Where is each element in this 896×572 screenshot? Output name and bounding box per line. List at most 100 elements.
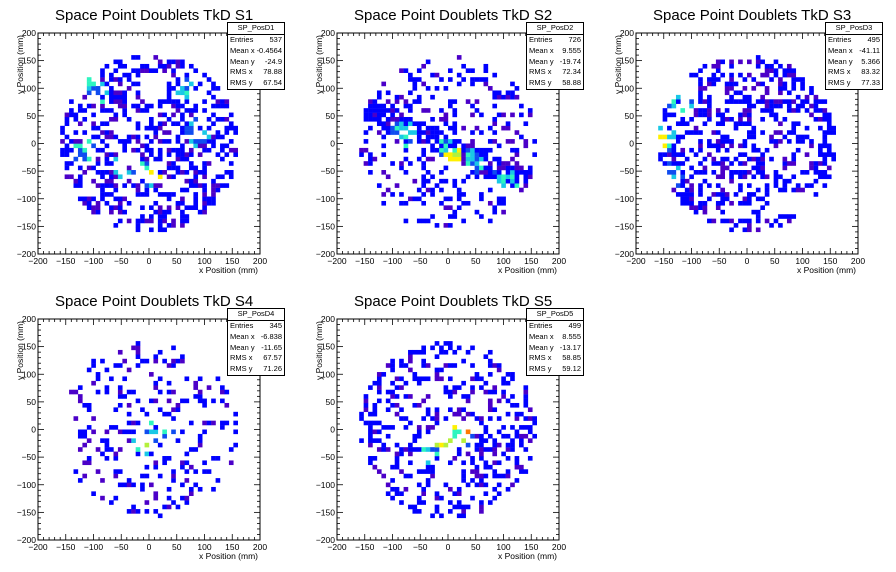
heatmap-cell — [153, 209, 159, 215]
heatmap-cell — [487, 500, 493, 505]
heatmap-cell — [443, 385, 449, 390]
heatmap-cell — [671, 112, 677, 118]
heatmap-cell — [77, 121, 83, 127]
heatmap-cell — [193, 178, 199, 184]
heatmap-cell — [693, 170, 699, 175]
heatmap-cell — [394, 411, 400, 417]
heatmap-cell — [452, 214, 458, 219]
heatmap-cell — [180, 90, 185, 96]
heatmap-cell — [434, 407, 440, 413]
stats-key: RMS y — [828, 78, 851, 88]
heatmap-cell — [456, 147, 462, 153]
stats-box: SP_PosD1 Entries 537 Mean x -0.4564 Mean y -24… — [227, 22, 285, 90]
heatmap-cell — [809, 86, 814, 91]
heatmap-cell — [233, 420, 238, 426]
heatmap-cell — [474, 416, 480, 421]
heatmap-cell — [166, 398, 172, 404]
heatmap-cell — [434, 367, 440, 373]
heatmap-cell — [153, 187, 159, 193]
heatmap-cell — [778, 139, 783, 144]
heatmap-cell — [412, 504, 418, 510]
x-axis-label: x Position (mm) — [498, 551, 557, 561]
heatmap-cell — [202, 143, 207, 149]
heatmap-cell — [501, 200, 506, 206]
heatmap-cell — [220, 134, 225, 140]
heatmap-cell — [439, 200, 444, 206]
heatmap-cell — [791, 130, 797, 135]
heatmap-cell — [184, 478, 190, 483]
heatmap-cell — [505, 442, 511, 448]
heatmap-cell — [448, 394, 453, 399]
heatmap-cell — [376, 376, 382, 382]
heatmap-cell — [452, 108, 458, 113]
heatmap-cell — [162, 429, 167, 435]
heatmap-cell — [689, 147, 694, 153]
y-tick-label: −50 — [321, 166, 336, 176]
heatmap-cell — [403, 425, 409, 430]
heatmap-cell — [171, 86, 176, 91]
heatmap-cell — [206, 77, 212, 82]
stats-row: Mean y -13.17 — [527, 343, 583, 354]
heatmap-cell — [412, 438, 418, 443]
heatmap-cell — [193, 174, 199, 180]
heatmap-cell — [778, 130, 783, 135]
heatmap-cell — [95, 86, 101, 91]
heatmap-cell — [140, 407, 145, 413]
heatmap-cell — [439, 143, 444, 149]
heatmap-cell — [197, 139, 203, 144]
heatmap-cell — [180, 86, 185, 91]
heatmap-cell — [809, 112, 814, 118]
chart-svg: −200 −150 −100 −50 0 50 100 150 200−200−150−100−… — [613, 28, 865, 275]
heatmap-cell — [211, 178, 216, 184]
heatmap-cell — [492, 174, 498, 180]
heatmap-cell — [149, 398, 154, 404]
heatmap-cell — [403, 121, 409, 127]
heatmap-cell — [153, 68, 159, 73]
heatmap-cell — [720, 192, 725, 197]
heatmap-cell — [171, 407, 176, 413]
heatmap-cell — [764, 218, 770, 224]
heatmap-cell — [228, 147, 234, 153]
heatmap-cell — [434, 416, 440, 421]
heatmap-cell — [461, 504, 466, 510]
heatmap-cell — [412, 376, 418, 382]
heatmap-cell — [689, 99, 694, 104]
heatmap-cell — [385, 108, 391, 113]
heatmap-cell — [376, 130, 382, 135]
heatmap-cell — [390, 125, 395, 131]
heatmap-cell — [381, 152, 387, 157]
heatmap-cell — [109, 130, 114, 135]
heatmap-cell — [140, 108, 145, 113]
heatmap-cell — [100, 147, 105, 153]
heatmap-cell — [742, 121, 748, 127]
heatmap-cell — [527, 438, 533, 443]
heatmap-cell — [443, 116, 449, 122]
heatmap-cell — [122, 358, 127, 364]
heatmap-cell — [662, 116, 668, 122]
y-tick-label: −100 — [615, 194, 634, 204]
heatmap-cell — [813, 108, 819, 113]
heatmap-cell — [113, 473, 119, 479]
heatmap-cell — [390, 394, 395, 399]
heatmap-cell — [675, 152, 681, 157]
heatmap-cell — [233, 130, 238, 135]
heatmap-cell — [505, 486, 511, 492]
heatmap-cell — [818, 170, 823, 175]
heatmap-cell — [215, 86, 221, 91]
heatmap-cell — [117, 63, 123, 69]
heatmap-cell — [403, 116, 409, 122]
heatmap-cell — [135, 147, 141, 153]
heatmap-cell — [394, 99, 400, 104]
heatmap-cell — [126, 165, 132, 171]
heatmap-cell — [456, 187, 462, 193]
heatmap-cell — [501, 112, 506, 118]
heatmap-cell — [724, 196, 730, 202]
heatmap-cell — [738, 170, 743, 175]
heatmap-cell — [755, 227, 761, 233]
heatmap-cell — [188, 112, 194, 118]
heatmap-cell — [470, 130, 475, 135]
y-tick-label: 0 — [629, 139, 634, 149]
heatmap-cell — [109, 86, 114, 91]
heatmap-cell — [479, 156, 484, 162]
stats-key: RMS x — [230, 67, 253, 77]
